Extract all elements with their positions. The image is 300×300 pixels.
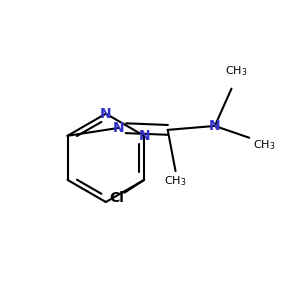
Text: N: N (138, 129, 150, 143)
Text: CH$_3$: CH$_3$ (225, 64, 248, 78)
Text: CH$_3$: CH$_3$ (164, 174, 187, 188)
Text: N: N (100, 107, 112, 121)
Text: N: N (113, 121, 124, 135)
Text: Cl: Cl (109, 190, 124, 205)
Text: N: N (209, 119, 220, 133)
Text: CH$_3$: CH$_3$ (253, 139, 275, 152)
